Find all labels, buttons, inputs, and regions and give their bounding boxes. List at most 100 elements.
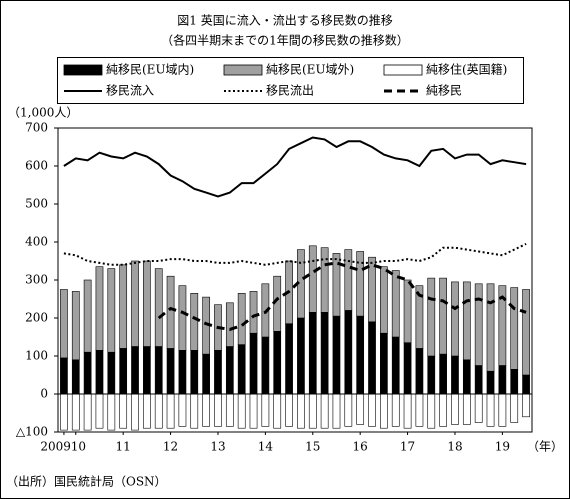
bar <box>214 349 222 395</box>
bar <box>119 348 128 395</box>
bar <box>486 393 495 427</box>
y-tick-label: 100 <box>25 349 48 363</box>
legend-swatch <box>223 64 263 76</box>
bar <box>356 251 365 317</box>
bar <box>225 302 234 347</box>
x-tick-label: 15 <box>305 440 320 454</box>
bar <box>178 285 187 351</box>
bar <box>131 260 139 347</box>
bar <box>107 268 116 353</box>
bar <box>380 393 388 429</box>
bar <box>297 393 305 429</box>
bar <box>427 355 436 395</box>
bar <box>439 277 447 355</box>
bar <box>486 283 495 372</box>
bar <box>356 393 365 425</box>
bar <box>237 292 246 345</box>
bar <box>368 321 376 395</box>
bar <box>83 279 92 353</box>
bar <box>391 270 400 338</box>
y-tick-label: 700 <box>25 121 48 135</box>
bar <box>249 291 258 334</box>
y-tick-label: 500 <box>25 197 48 211</box>
x-axis-label: （年） <box>527 440 563 454</box>
bar <box>154 268 163 347</box>
bar <box>83 351 92 395</box>
bar <box>237 344 246 395</box>
bar <box>522 393 530 418</box>
bar <box>332 253 341 317</box>
bar <box>261 336 270 395</box>
chart-title: 図1 英国に流入・流出する移民数の推移 <box>177 13 392 28</box>
bar <box>415 285 424 349</box>
bar <box>427 393 436 429</box>
bar <box>166 393 175 429</box>
bar <box>344 249 353 311</box>
bar <box>131 346 139 395</box>
bar <box>261 393 270 427</box>
y-tick-label: 300 <box>25 273 48 287</box>
x-tick-label: 13 <box>210 440 225 454</box>
bar <box>462 393 471 425</box>
bar <box>510 368 519 395</box>
bar <box>154 393 163 429</box>
bar <box>474 365 483 395</box>
bar <box>522 289 530 376</box>
x-tick-label: 18 <box>447 440 462 454</box>
bar <box>427 277 436 357</box>
x-tick-label: 17 <box>400 440 415 454</box>
bar <box>403 342 412 395</box>
bar <box>143 260 151 347</box>
legend-swatch <box>383 64 423 76</box>
bar <box>510 393 519 423</box>
legend-label: 純移民(EU域外) <box>266 63 354 77</box>
bar <box>225 393 234 427</box>
bar <box>451 393 459 425</box>
legend-box <box>57 57 524 104</box>
bar <box>498 285 507 366</box>
y-axis-label: （1,000人） <box>8 106 78 120</box>
bar <box>273 393 282 429</box>
line <box>63 136 527 198</box>
bar <box>486 370 495 395</box>
bar <box>225 346 234 395</box>
line <box>63 242 527 266</box>
bar <box>95 393 104 429</box>
bar <box>249 393 258 429</box>
bar <box>320 311 329 395</box>
legend-label: 純移民(EU域内) <box>106 63 194 77</box>
bar <box>143 346 151 395</box>
bar <box>285 323 293 395</box>
bar <box>308 311 317 395</box>
bar <box>107 393 116 431</box>
legend-label: 移民流出 <box>266 84 314 98</box>
bar <box>178 393 187 427</box>
bar <box>391 393 400 427</box>
bar <box>403 393 412 429</box>
bar <box>451 355 459 395</box>
x-tick-label: 11 <box>116 440 131 454</box>
bar <box>474 393 483 423</box>
bar <box>462 359 471 395</box>
y-tick-label: 200 <box>25 311 48 325</box>
bar <box>71 359 80 395</box>
y-tick-label: △100 <box>16 425 48 439</box>
bar <box>415 348 424 395</box>
bar <box>285 393 293 427</box>
line <box>157 261 527 331</box>
bar <box>131 393 139 431</box>
x-tick-label: 14 <box>258 440 274 454</box>
bar <box>237 393 246 429</box>
bar <box>356 315 365 395</box>
bar <box>415 393 424 427</box>
bar <box>143 393 151 429</box>
bar <box>166 348 175 395</box>
source: （出所）国民統計局（OSN） <box>6 474 167 489</box>
bar <box>190 393 199 429</box>
y-tick-label: 600 <box>25 159 48 173</box>
legend-label: 純移住(英国籍) <box>426 62 507 77</box>
bar <box>380 332 388 395</box>
bar <box>474 283 483 366</box>
bar <box>320 247 329 313</box>
